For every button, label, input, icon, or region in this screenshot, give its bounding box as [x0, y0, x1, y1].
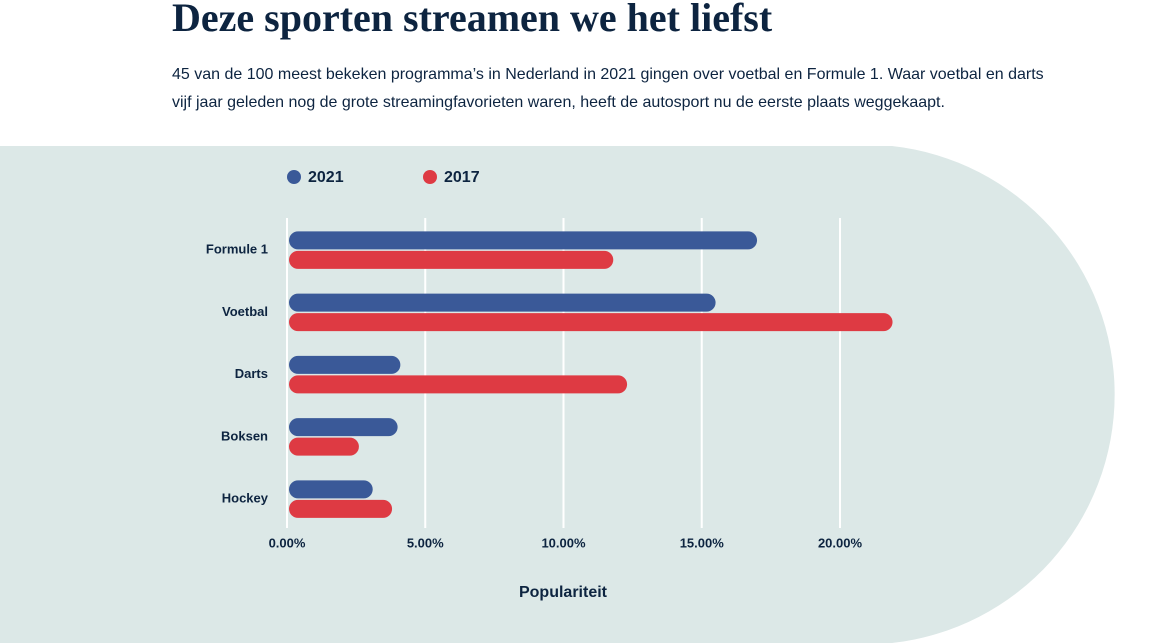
x-tick-label: 10.00%: [541, 535, 586, 550]
bar: [289, 293, 716, 312]
title: Deze sporten streamen we het liefst: [172, 0, 773, 40]
x-axis-label: Populariteit: [519, 584, 608, 601]
y-tick-label: Hockey: [222, 491, 269, 506]
y-tick-label: Formule 1: [206, 242, 268, 257]
bar: [289, 437, 359, 456]
bar: [289, 499, 393, 518]
legend-label: 2017: [444, 169, 480, 186]
x-tick-label: 15.00%: [680, 535, 725, 550]
bar: [289, 250, 614, 269]
x-tick-label: 0.00%: [269, 535, 306, 550]
y-tick-label: Voetbal: [222, 304, 268, 319]
bar: [289, 418, 398, 437]
bar: [289, 231, 758, 250]
y-tick-label: Boksen: [221, 428, 268, 443]
panel-background: [0, 146, 1115, 643]
y-tick-label: Darts: [235, 366, 268, 381]
bar: [289, 355, 401, 374]
legend-swatch: [287, 170, 301, 184]
x-tick-label: 20.00%: [818, 535, 863, 550]
bar: [289, 375, 628, 394]
subtitle: 45 van de 100 meest bekeken programma’s …: [172, 66, 1044, 111]
bar: [289, 313, 893, 332]
legend-swatch: [423, 170, 437, 184]
legend-label: 2021: [308, 169, 344, 186]
x-tick-label: 5.00%: [407, 535, 444, 550]
bar: [289, 480, 373, 499]
